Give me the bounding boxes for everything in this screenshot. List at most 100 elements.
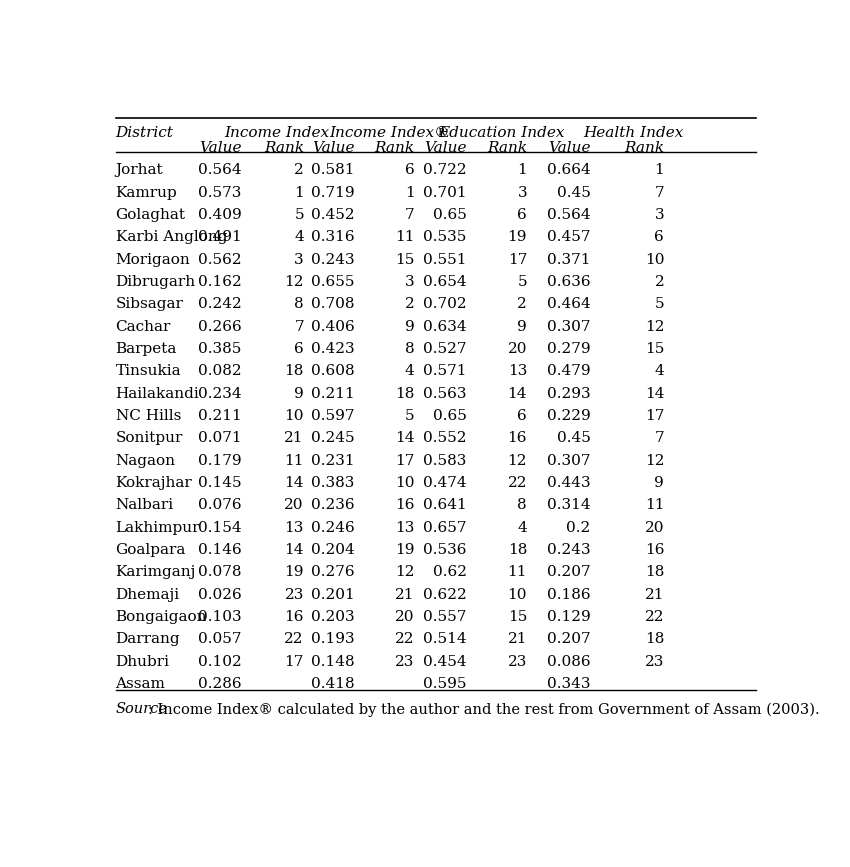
Text: 0.057: 0.057: [198, 632, 242, 646]
Text: 16: 16: [395, 499, 415, 512]
Text: 6: 6: [654, 231, 664, 244]
Text: 5: 5: [518, 275, 527, 289]
Text: 20: 20: [285, 499, 304, 512]
Text: 0.279: 0.279: [547, 342, 591, 356]
Text: 22: 22: [285, 632, 304, 646]
Text: 12: 12: [645, 320, 664, 334]
Text: 7: 7: [294, 320, 304, 334]
Text: 0.454: 0.454: [423, 655, 467, 668]
Text: 0.148: 0.148: [310, 655, 354, 668]
Text: 0.385: 0.385: [199, 342, 242, 356]
Text: 0.207: 0.207: [547, 565, 591, 579]
Text: 0.443: 0.443: [547, 476, 591, 490]
Text: Rank: Rank: [624, 141, 664, 155]
Text: 1: 1: [294, 186, 304, 199]
Text: 10: 10: [395, 476, 415, 490]
Text: 12: 12: [645, 453, 664, 467]
Text: 17: 17: [285, 655, 304, 668]
Text: 4: 4: [518, 520, 527, 535]
Text: 0.514: 0.514: [423, 632, 467, 646]
Text: Cachar: Cachar: [116, 320, 171, 334]
Text: 2: 2: [518, 297, 527, 311]
Text: Kokrajhar: Kokrajhar: [116, 476, 192, 490]
Text: 9: 9: [654, 476, 664, 490]
Text: Goalpara: Goalpara: [116, 543, 186, 557]
Text: 0.186: 0.186: [547, 588, 591, 602]
Text: 0.595: 0.595: [423, 677, 467, 691]
Text: 17: 17: [395, 453, 415, 467]
Text: 21: 21: [645, 588, 664, 602]
Text: 0.082: 0.082: [198, 364, 242, 378]
Text: 11: 11: [507, 565, 527, 579]
Text: 19: 19: [507, 231, 527, 244]
Text: 0.702: 0.702: [423, 297, 467, 311]
Text: 14: 14: [507, 387, 527, 401]
Text: 12: 12: [507, 453, 527, 467]
Text: 9: 9: [294, 387, 304, 401]
Text: 7: 7: [654, 186, 664, 199]
Text: 0.563: 0.563: [423, 387, 467, 401]
Text: 0.409: 0.409: [198, 208, 242, 222]
Text: 19: 19: [395, 543, 415, 557]
Text: 13: 13: [395, 520, 415, 535]
Text: Value: Value: [548, 141, 591, 155]
Text: 15: 15: [645, 342, 664, 356]
Text: 0.078: 0.078: [198, 565, 242, 579]
Text: Rank: Rank: [375, 141, 415, 155]
Text: 0.236: 0.236: [310, 499, 354, 512]
Text: 0.162: 0.162: [198, 275, 242, 289]
Text: 23: 23: [645, 655, 664, 668]
Text: 5: 5: [654, 297, 664, 311]
Text: 0.145: 0.145: [198, 476, 242, 490]
Text: 0.211: 0.211: [198, 409, 242, 423]
Text: 14: 14: [395, 431, 415, 446]
Text: Nalbari: Nalbari: [116, 499, 173, 512]
Text: 2: 2: [405, 297, 415, 311]
Text: 18: 18: [645, 632, 664, 646]
Text: Assam: Assam: [116, 677, 166, 691]
Text: 17: 17: [645, 409, 664, 423]
Text: 0.383: 0.383: [311, 476, 354, 490]
Text: Rank: Rank: [264, 141, 304, 155]
Text: Health Index: Health Index: [583, 126, 683, 140]
Text: 0.722: 0.722: [423, 163, 467, 178]
Text: 0.307: 0.307: [547, 320, 591, 334]
Text: 7: 7: [654, 431, 664, 446]
Text: 23: 23: [285, 588, 304, 602]
Text: 9: 9: [405, 320, 415, 334]
Text: Value: Value: [200, 141, 242, 155]
Text: Jorhat: Jorhat: [116, 163, 163, 178]
Text: 0.479: 0.479: [547, 364, 591, 378]
Text: 0.622: 0.622: [422, 588, 467, 602]
Text: 23: 23: [507, 655, 527, 668]
Text: 18: 18: [395, 387, 415, 401]
Text: Tinsukia: Tinsukia: [116, 364, 181, 378]
Text: 0.551: 0.551: [423, 252, 467, 267]
Text: 2: 2: [654, 275, 664, 289]
Text: 0.552: 0.552: [423, 431, 467, 446]
Text: 2: 2: [294, 163, 304, 178]
Text: 0.076: 0.076: [198, 499, 242, 512]
Text: 0.246: 0.246: [310, 520, 354, 535]
Text: 23: 23: [395, 655, 415, 668]
Text: Nagaon: Nagaon: [116, 453, 176, 467]
Text: 0.535: 0.535: [423, 231, 467, 244]
Text: 13: 13: [507, 364, 527, 378]
Text: 0.491: 0.491: [198, 231, 242, 244]
Text: 0.418: 0.418: [310, 677, 354, 691]
Text: 0.557: 0.557: [423, 610, 467, 624]
Text: Karbi Anglong: Karbi Anglong: [116, 231, 227, 244]
Text: 0.571: 0.571: [423, 364, 467, 378]
Text: 18: 18: [645, 565, 664, 579]
Text: 0.102: 0.102: [198, 655, 242, 668]
Text: 0.231: 0.231: [310, 453, 354, 467]
Text: 0.154: 0.154: [198, 520, 242, 535]
Text: Source: Source: [116, 702, 167, 716]
Text: 0.316: 0.316: [310, 231, 354, 244]
Text: 0.45: 0.45: [557, 186, 591, 199]
Text: 18: 18: [285, 364, 304, 378]
Text: Value: Value: [424, 141, 467, 155]
Text: 14: 14: [645, 387, 664, 401]
Text: 0.636: 0.636: [547, 275, 591, 289]
Text: 0.65: 0.65: [433, 409, 467, 423]
